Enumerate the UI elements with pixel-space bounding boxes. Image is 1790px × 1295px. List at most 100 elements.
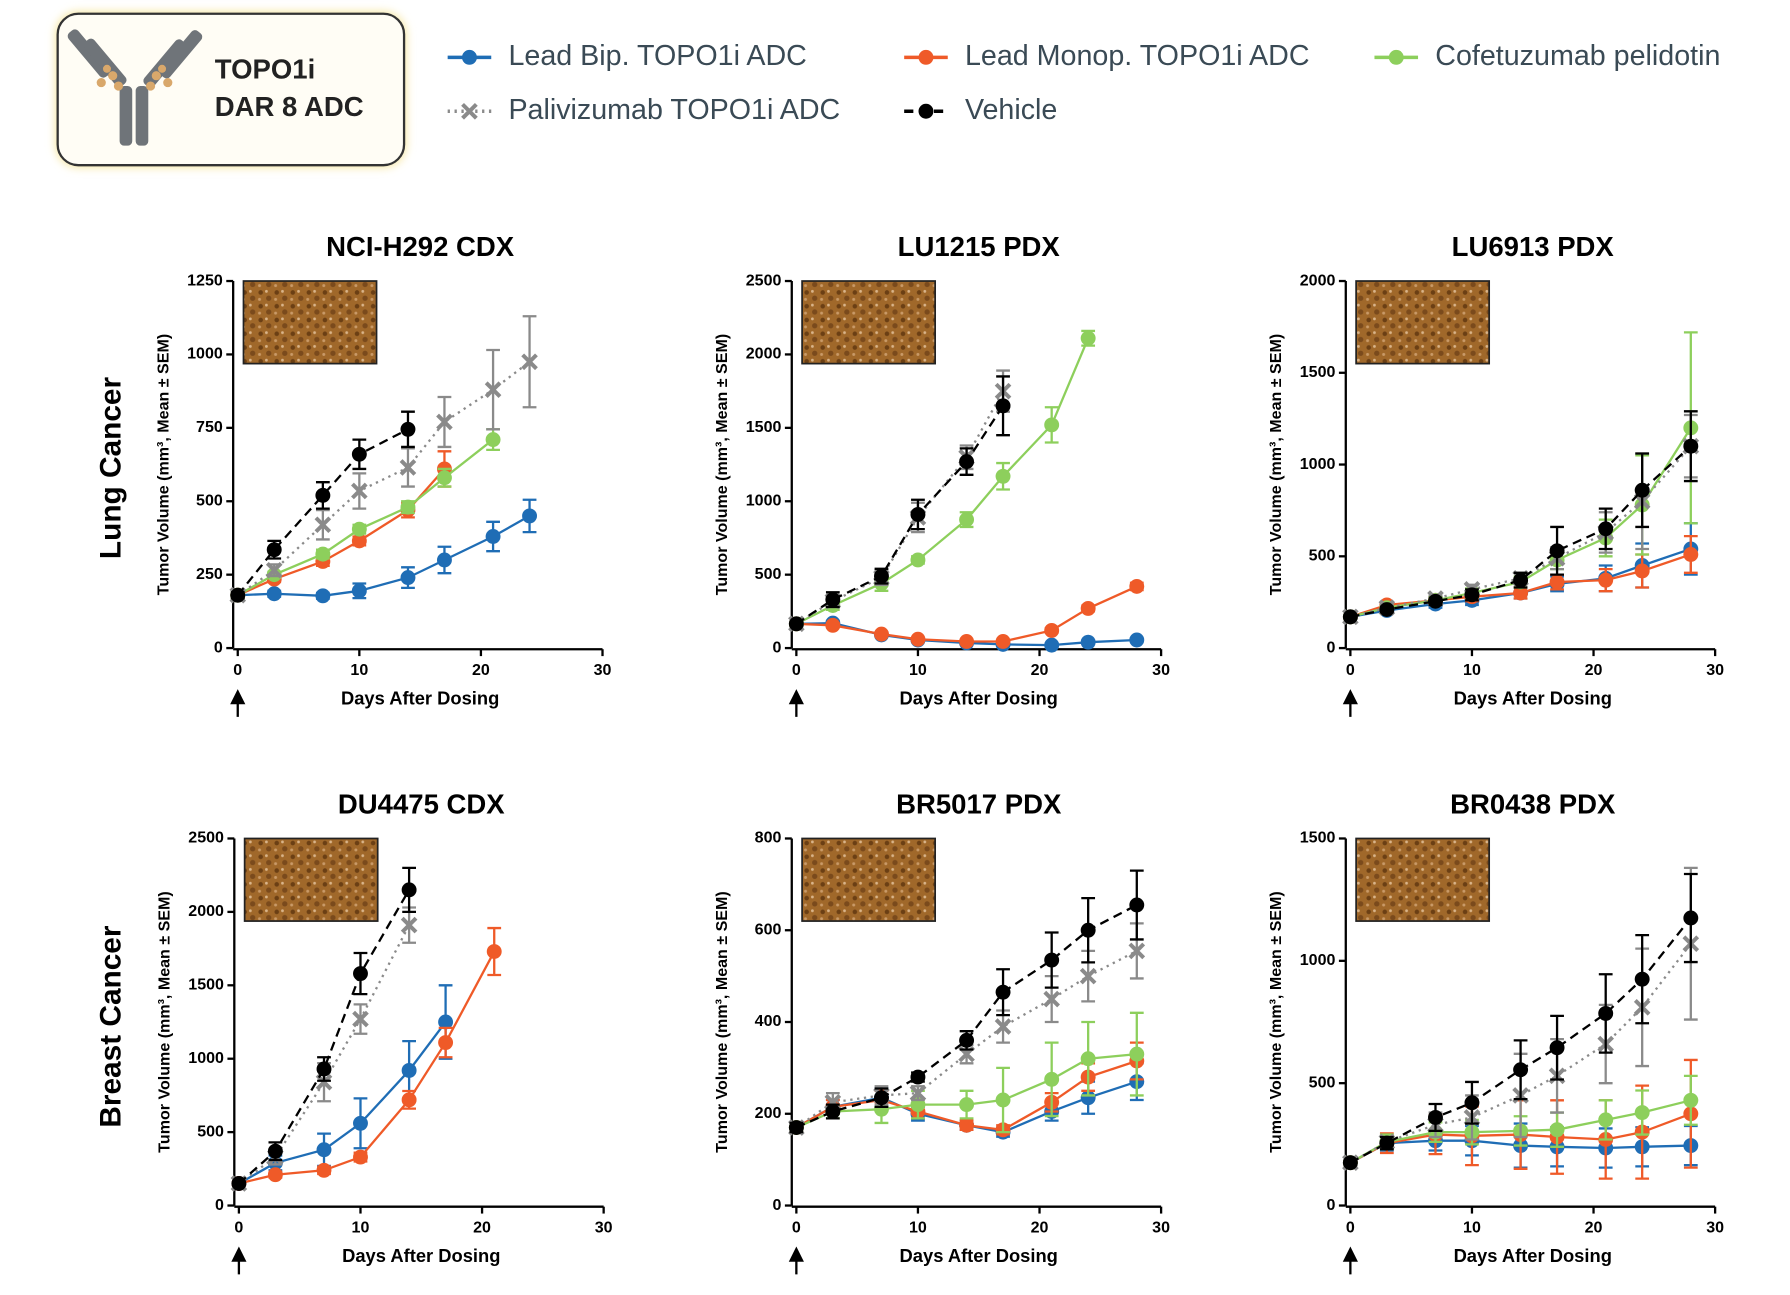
panel: BR0438 PDX 0 500 1000 1500 0 10 20 30 Days After … <box>1267 789 1724 1275</box>
x-tick-label: 30 <box>1152 661 1170 679</box>
marker <box>825 592 841 608</box>
marker <box>400 499 416 515</box>
header-line: TOPO1i <box>215 53 315 84</box>
marker <box>316 1162 332 1178</box>
marker <box>436 413 453 431</box>
dosing-arrow <box>231 1246 247 1275</box>
marker <box>1598 521 1614 537</box>
marker <box>1549 543 1565 559</box>
y-tick-label: 0 <box>773 638 782 656</box>
marker <box>1379 602 1395 617</box>
series-line <box>1350 445 1692 618</box>
series <box>788 369 1012 633</box>
marker <box>825 1104 841 1119</box>
panel: NCI-H292 CDX 0 250 500 750 1000 1250 0 10 20 30 Day… <box>155 231 612 717</box>
marker <box>1080 922 1096 938</box>
x-tick-label: 30 <box>594 661 612 679</box>
panel-title: BR0438 PDX <box>1450 789 1616 820</box>
x-tick-label: 10 <box>352 1219 370 1237</box>
marker <box>461 49 477 65</box>
y-tick-label: 500 <box>1309 1073 1336 1091</box>
marker <box>1080 330 1096 346</box>
x-tick-label: 20 <box>472 661 490 679</box>
marker <box>316 1061 332 1077</box>
marker <box>959 512 975 528</box>
y-tick-label: 1000 <box>1300 951 1336 969</box>
x-tick-label: 30 <box>1706 1219 1724 1237</box>
marker <box>401 1063 417 1078</box>
panel-title: BR5017 PDX <box>896 789 1062 820</box>
legend-label: Cofetuzumab pelidotin <box>1435 40 1720 72</box>
dosing-arrow <box>788 689 804 717</box>
x-axis-label: Days After Dosing <box>342 1245 500 1266</box>
legend-item: Lead Monop. TOPO1i ADC <box>904 40 1310 72</box>
marker <box>1683 438 1699 454</box>
series-line <box>795 390 1005 625</box>
marker <box>959 1032 975 1048</box>
inset-image <box>243 837 379 922</box>
marker <box>994 1018 1012 1035</box>
panel-title: LU6913 PDX <box>1452 231 1615 262</box>
x-tick-label: 0 <box>234 1219 243 1237</box>
x-tick-label: 20 <box>473 1219 491 1237</box>
y-tick-label: 750 <box>196 418 223 436</box>
marker <box>1044 622 1060 638</box>
series-line <box>795 903 1138 1129</box>
x-tick-label: 20 <box>1585 1219 1603 1237</box>
row-label: Lung Cancer <box>95 376 128 559</box>
marker <box>1513 572 1529 588</box>
marker <box>353 1149 368 1165</box>
y-axis-label: Tumor Volume (mm³, Mean ± SEM) <box>156 891 174 1152</box>
series <box>230 410 416 603</box>
marker <box>959 1097 975 1113</box>
marker <box>1080 600 1096 616</box>
marker <box>438 1014 454 1030</box>
dosing-arrow <box>788 1246 804 1275</box>
marker <box>959 634 975 649</box>
marker <box>1428 1109 1443 1125</box>
marker <box>484 381 502 398</box>
y-tick-label: 1000 <box>188 1049 224 1067</box>
marker <box>788 616 804 632</box>
y-axis-label: Tumor Volume (mm³, Mean ± SEM) <box>1267 334 1285 595</box>
marker <box>1044 417 1060 433</box>
marker <box>351 533 367 549</box>
legend-label: Lead Bip. TOPO1i ADC <box>508 40 806 72</box>
antibody-icon <box>67 29 203 146</box>
y-tick-label: 1500 <box>188 976 224 994</box>
marker <box>266 542 282 558</box>
y-tick-label: 0 <box>1327 638 1336 656</box>
marker <box>522 508 538 524</box>
marker <box>1379 1135 1395 1151</box>
panel: DU4475 CDX 0 500 1000 1500 2000 2500 0 10 20 30 Day… <box>156 789 613 1275</box>
marker <box>1464 1095 1480 1111</box>
panel-title: DU4475 CDX <box>338 789 505 820</box>
marker <box>1513 585 1529 601</box>
y-tick-label: 2500 <box>188 829 224 847</box>
marker <box>399 459 417 476</box>
legend-label: Vehicle <box>965 94 1057 126</box>
marker <box>995 984 1011 1000</box>
marker <box>267 1167 283 1183</box>
panel-title: NCI-H292 CDX <box>326 231 515 262</box>
y-tick-label: 800 <box>755 829 782 847</box>
dosing-arrow <box>230 689 246 717</box>
y-tick-label: 500 <box>755 565 782 583</box>
marker <box>1683 910 1699 926</box>
series <box>788 375 1011 632</box>
x-tick-label: 10 <box>909 1219 927 1237</box>
x-tick-label: 0 <box>1346 661 1355 679</box>
marker <box>485 529 501 544</box>
marker <box>1598 1005 1614 1021</box>
inset-image <box>801 837 937 922</box>
x-axis-label: Days After Dosing <box>900 688 1058 709</box>
marker <box>995 634 1011 649</box>
marker <box>1129 897 1145 913</box>
marker <box>353 966 368 982</box>
x-tick-label: 10 <box>1463 1219 1481 1237</box>
y-axis-label: Tumor Volume (mm³, Mean ± SEM) <box>155 334 173 595</box>
marker <box>314 516 332 534</box>
panel-title: LU1215 PDX <box>898 231 1061 262</box>
marker <box>1634 971 1650 987</box>
y-tick-label: 1250 <box>187 271 223 289</box>
